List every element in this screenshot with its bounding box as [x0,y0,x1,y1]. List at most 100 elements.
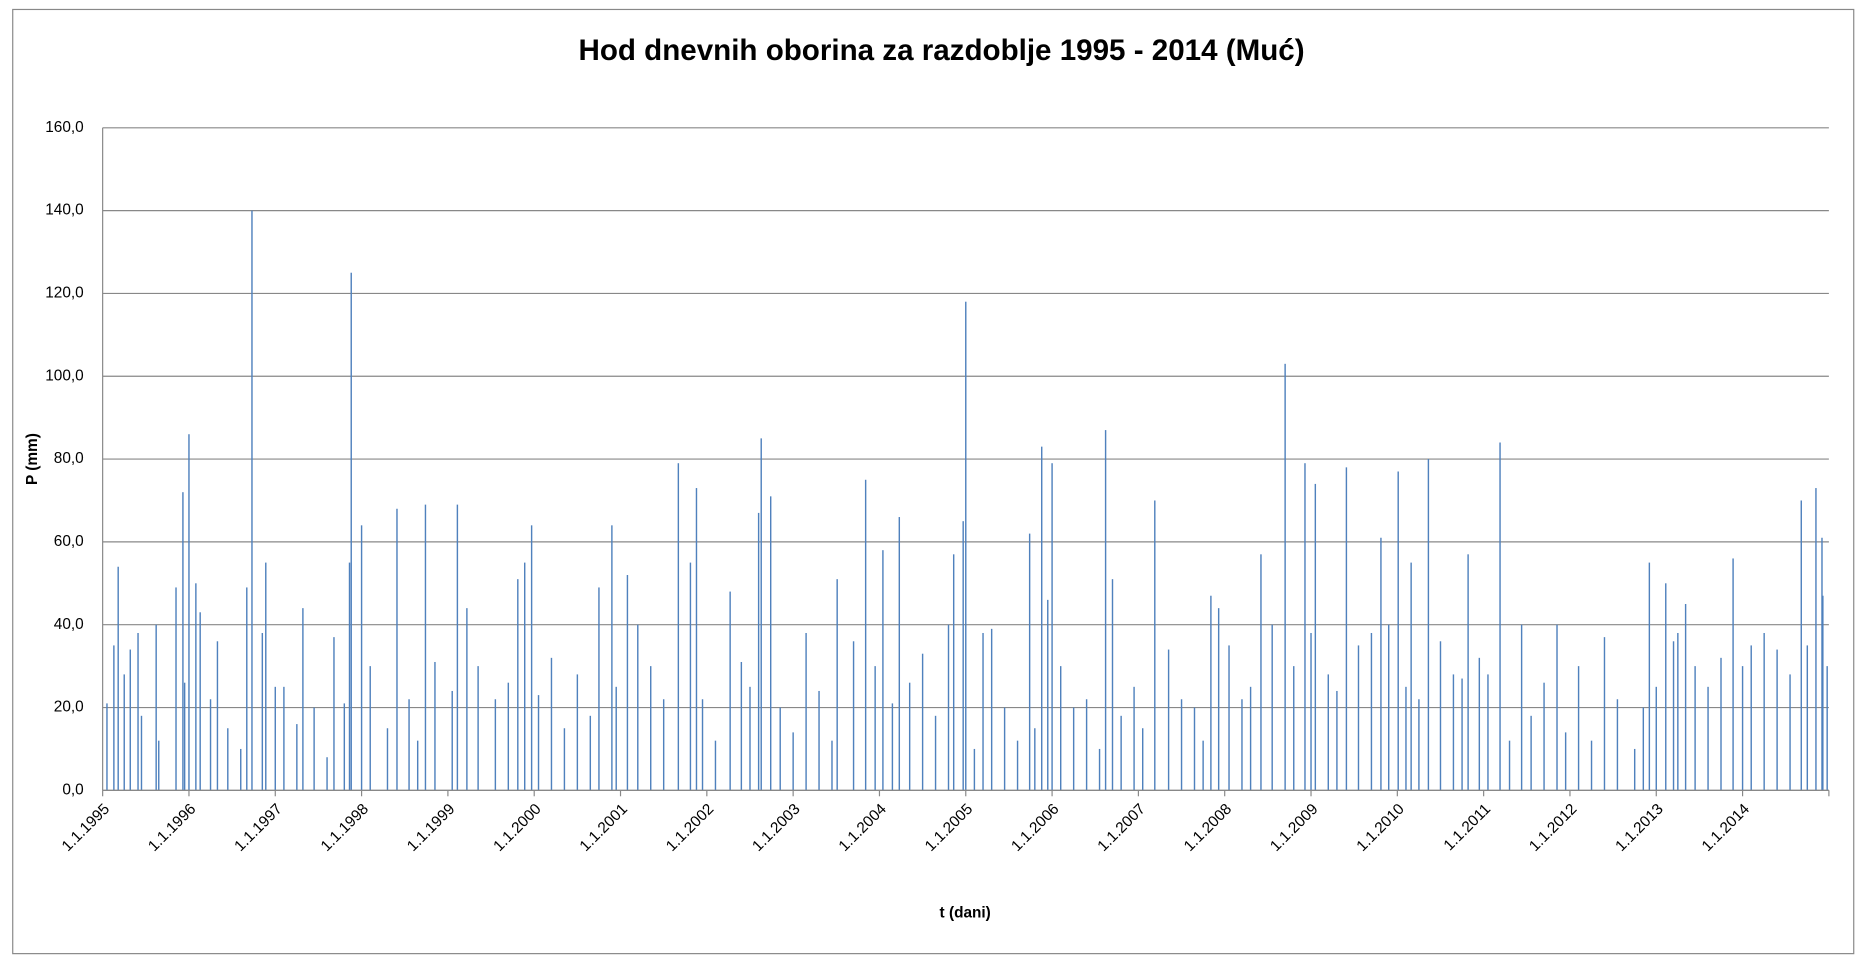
bar [714,740,717,791]
bar [1120,715,1122,791]
bar [1520,624,1523,791]
bar [137,632,139,791]
bar [369,666,371,791]
bar [1665,583,1667,791]
y-tick-label: 80,0 [54,450,84,467]
bar [1806,645,1809,791]
bar [1763,632,1765,791]
bar [637,624,639,791]
bar [563,728,566,791]
bar [973,748,976,791]
bar [1041,446,1043,791]
bar [1648,562,1651,791]
bar [283,686,285,791]
bar [175,587,177,791]
bar [1104,430,1107,791]
bar [265,562,267,791]
bar [216,641,219,791]
bar [921,653,924,791]
bar [550,657,553,791]
bar [891,703,894,791]
bar [689,562,692,791]
bar [1193,707,1196,791]
bar [836,579,838,791]
bar [965,301,967,791]
chart-border [12,8,1855,955]
bar [1072,707,1075,791]
bar [818,690,820,791]
bar [1051,463,1053,791]
bar [1085,699,1088,791]
bar [199,612,201,791]
bar [1304,463,1306,791]
bar [195,583,197,791]
x-axis-label: t (dani) [940,904,991,921]
bar [408,699,410,791]
bar [1133,686,1135,791]
bar [990,628,993,791]
bar [626,575,629,791]
bar [1815,488,1817,791]
bar [792,732,794,791]
y-tick-label: 60,0 [54,533,84,550]
bar [1461,678,1463,791]
bar [326,757,328,791]
bar [760,438,762,791]
bar [1821,537,1823,791]
bar [416,740,419,791]
bar [1776,649,1778,791]
y-tick-label: 0,0 [62,781,83,798]
bar [313,707,315,791]
bar [1016,740,1019,791]
bar [898,517,901,791]
bar [1672,641,1675,791]
bar [1167,649,1170,791]
bar [1327,674,1329,791]
y-axis-label: P (mm) [24,433,41,485]
bar [952,554,955,791]
bar [106,703,108,791]
bar [1633,748,1636,791]
bar [1590,740,1593,791]
bar [396,508,398,791]
bar [188,434,190,791]
bar [302,608,304,791]
bar [246,587,248,791]
bar [1028,533,1031,791]
bar [123,674,125,791]
bar [1603,637,1606,791]
bar [1789,674,1791,791]
bar [1508,740,1511,791]
bar [424,504,427,791]
bar [1677,632,1679,791]
y-tick-label: 20,0 [54,699,84,716]
y-tick-label: 120,0 [45,284,83,301]
bar [701,699,704,791]
bar [769,496,772,791]
bar [1499,442,1501,791]
bar [662,699,665,791]
bar [1530,715,1532,791]
bar [434,661,436,791]
bar [209,699,212,791]
bar [852,641,855,791]
bar [1387,624,1390,791]
bar [1800,500,1802,791]
bar [729,591,731,791]
bar [1439,641,1442,791]
bar [1314,483,1317,791]
bar [874,666,876,791]
bar [1345,467,1348,791]
bar [982,632,984,791]
bar [1217,608,1220,791]
bar [348,562,351,791]
bar [1336,690,1338,791]
bar [695,488,698,791]
bar [129,649,131,791]
bar [227,728,229,791]
bar [1260,554,1262,791]
bar [537,695,540,791]
bar [158,740,160,791]
bar [1467,554,1469,791]
